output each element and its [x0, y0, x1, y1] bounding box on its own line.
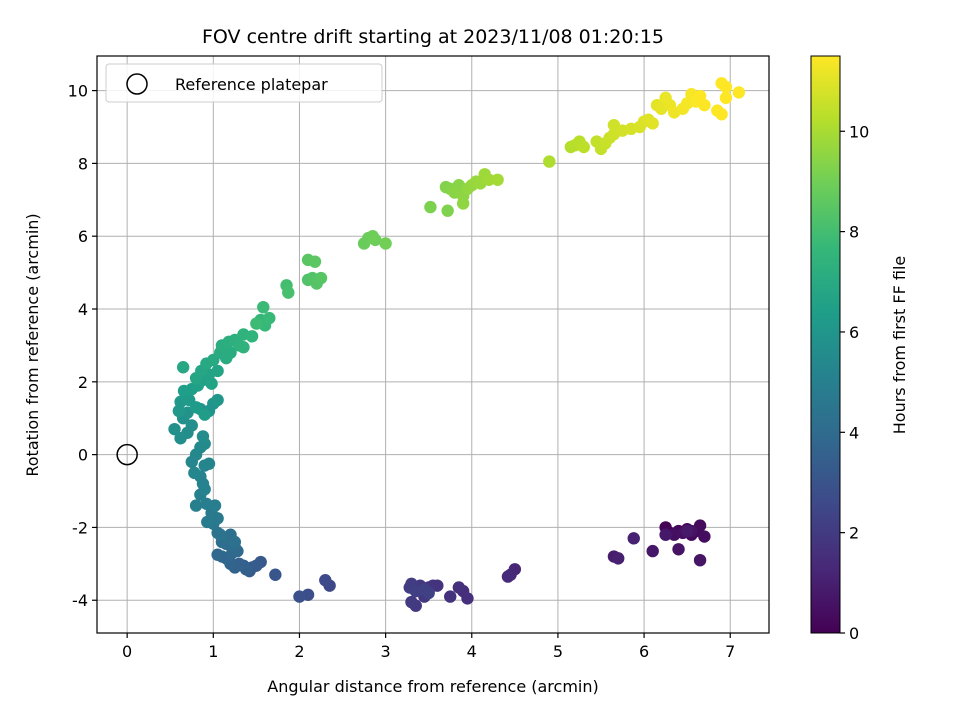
colorbar-tick-label: 10 — [849, 122, 869, 141]
data-point — [257, 300, 270, 314]
colorbar-tick-label: 0 — [849, 624, 859, 643]
data-point — [543, 155, 556, 168]
data-point — [501, 570, 515, 583]
data-point — [196, 430, 210, 443]
data-point — [379, 237, 392, 250]
data-point — [680, 524, 694, 538]
x-axis-ticks: 0 1 2 3 4 5 6 7 — [122, 633, 735, 661]
data-point — [263, 311, 276, 325]
data-point — [369, 233, 382, 247]
data-point — [189, 499, 203, 512]
data-point — [732, 86, 746, 99]
data-point — [202, 457, 216, 470]
data-point — [491, 173, 504, 186]
reference-platepar-marker — [116, 443, 138, 466]
x-tick-label: 3 — [381, 642, 391, 661]
colorbar: 0 2 4 6 8 10 Hours from first FF file — [810, 55, 909, 643]
data-point — [461, 592, 474, 605]
legend-box — [105, 63, 383, 103]
data-point — [719, 80, 733, 94]
y-tick-label: 0 — [78, 446, 88, 465]
data-point — [245, 330, 259, 343]
scatter-points — [116, 77, 746, 612]
x-tick-label: 5 — [553, 642, 563, 661]
data-point — [269, 568, 282, 581]
grid — [97, 56, 769, 633]
data-point — [189, 401, 203, 414]
data-point — [250, 317, 263, 330]
colorbar-tick-label: 8 — [849, 223, 859, 242]
chart-title: FOV centre drift starting at 2023/11/08 … — [202, 26, 664, 48]
colorbar-tick-label: 4 — [849, 423, 859, 442]
colorbar-tick-label: 6 — [849, 323, 859, 342]
y-tick-label: 10 — [68, 82, 88, 101]
legend-marker — [126, 73, 148, 95]
data-point — [308, 255, 322, 268]
data-point — [577, 140, 590, 154]
data-point — [698, 530, 711, 543]
data-point — [237, 341, 250, 354]
data-point — [201, 515, 214, 529]
y-tick-label: -2 — [72, 518, 88, 537]
data-point — [441, 204, 454, 217]
x-tick-label: 4 — [467, 642, 477, 661]
data-point — [715, 108, 728, 121]
y-tick-label: -4 — [72, 591, 88, 610]
data-point — [168, 422, 181, 436]
colorbar-gradient — [811, 56, 840, 633]
data-point — [456, 197, 470, 210]
data-point — [405, 595, 418, 609]
data-point — [211, 548, 224, 561]
data-point — [205, 377, 218, 390]
y-tick-label: 8 — [78, 154, 88, 173]
data-point — [698, 98, 711, 112]
colorbar-tick-label: 2 — [849, 524, 859, 543]
plot-frame — [96, 55, 770, 634]
data-point — [444, 590, 457, 603]
data-point — [176, 361, 190, 374]
data-point — [672, 543, 685, 556]
data-point — [211, 364, 224, 378]
legend: Reference platepar — [105, 63, 383, 103]
data-point — [646, 117, 659, 130]
data-point — [719, 91, 733, 105]
y-tick-label: 4 — [78, 300, 88, 319]
x-tick-label: 7 — [725, 642, 735, 661]
data-point — [646, 544, 659, 558]
colorbar-label: Hours from first FF file — [890, 256, 909, 435]
data-point — [293, 590, 306, 603]
data-point — [659, 528, 672, 541]
x-tick-label: 0 — [122, 642, 132, 661]
data-point — [693, 553, 707, 567]
data-point — [174, 432, 187, 445]
data-point — [185, 419, 198, 432]
x-tick-label: 1 — [208, 642, 218, 661]
data-point — [200, 497, 213, 510]
data-point — [314, 271, 328, 285]
data-point — [198, 408, 211, 421]
data-point — [319, 574, 332, 587]
data-point — [282, 286, 295, 299]
x-tick-label: 6 — [639, 642, 649, 661]
data-point — [228, 535, 242, 549]
colorbar-ticks: 0 2 4 6 8 10 — [840, 122, 869, 643]
x-axis-label: Angular distance from reference (arcmin) — [267, 677, 598, 696]
data-point — [482, 173, 496, 186]
x-tick-label: 2 — [294, 642, 304, 661]
data-point — [211, 393, 224, 407]
y-axis-label: Rotation from reference (arcmin) — [23, 213, 42, 476]
y-tick-label: 2 — [78, 373, 88, 392]
y-axis-ticks: -4 -2 0 2 4 6 8 10 — [68, 82, 97, 610]
data-point — [422, 586, 435, 600]
data-point — [612, 552, 625, 565]
legend-entry-reference: Reference platepar — [175, 75, 328, 94]
data-point — [188, 466, 201, 480]
y-tick-label: 6 — [78, 227, 88, 246]
data-point — [224, 346, 237, 359]
data-point — [452, 581, 466, 594]
colorbar-frame — [810, 55, 841, 634]
data-point — [424, 200, 437, 214]
data-point — [627, 532, 640, 545]
